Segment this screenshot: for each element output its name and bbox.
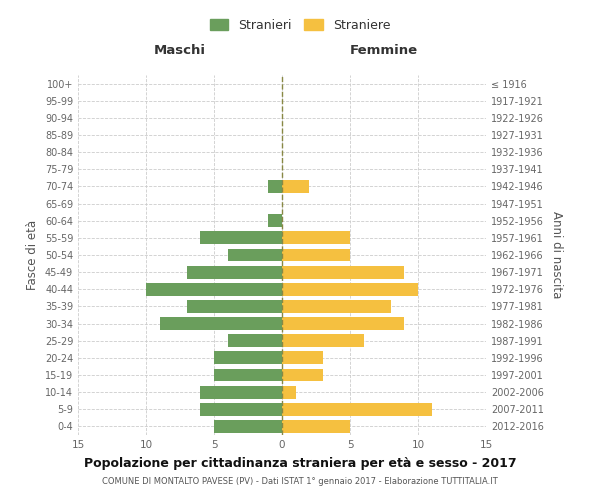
Bar	[187, 266, 282, 278]
Legend: Stranieri, Straniere: Stranieri, Straniere	[205, 14, 395, 37]
Bar	[282, 420, 350, 433]
Bar	[214, 352, 282, 364]
Bar	[268, 180, 282, 193]
Bar	[282, 283, 418, 296]
Bar	[282, 300, 391, 313]
Y-axis label: Anni di nascita: Anni di nascita	[550, 212, 563, 298]
Bar	[268, 214, 282, 227]
Bar	[282, 248, 350, 262]
Bar	[282, 180, 309, 193]
Bar	[282, 334, 364, 347]
Text: Femmine: Femmine	[350, 44, 418, 58]
Bar	[282, 232, 350, 244]
Bar	[227, 334, 282, 347]
Bar	[214, 368, 282, 382]
Text: Maschi: Maschi	[154, 44, 206, 58]
Bar	[282, 352, 323, 364]
Bar	[214, 420, 282, 433]
Y-axis label: Fasce di età: Fasce di età	[26, 220, 39, 290]
Bar	[160, 317, 282, 330]
Bar	[282, 368, 323, 382]
Bar	[282, 403, 431, 415]
Bar	[200, 386, 282, 398]
Bar	[282, 317, 404, 330]
Bar	[227, 248, 282, 262]
Text: Popolazione per cittadinanza straniera per età e sesso - 2017: Popolazione per cittadinanza straniera p…	[83, 458, 517, 470]
Text: COMUNE DI MONTALTO PAVESE (PV) - Dati ISTAT 1° gennaio 2017 - Elaborazione TUTTI: COMUNE DI MONTALTO PAVESE (PV) - Dati IS…	[102, 478, 498, 486]
Bar	[187, 300, 282, 313]
Bar	[282, 386, 296, 398]
Bar	[146, 283, 282, 296]
Bar	[282, 266, 404, 278]
Bar	[200, 232, 282, 244]
Bar	[200, 403, 282, 415]
